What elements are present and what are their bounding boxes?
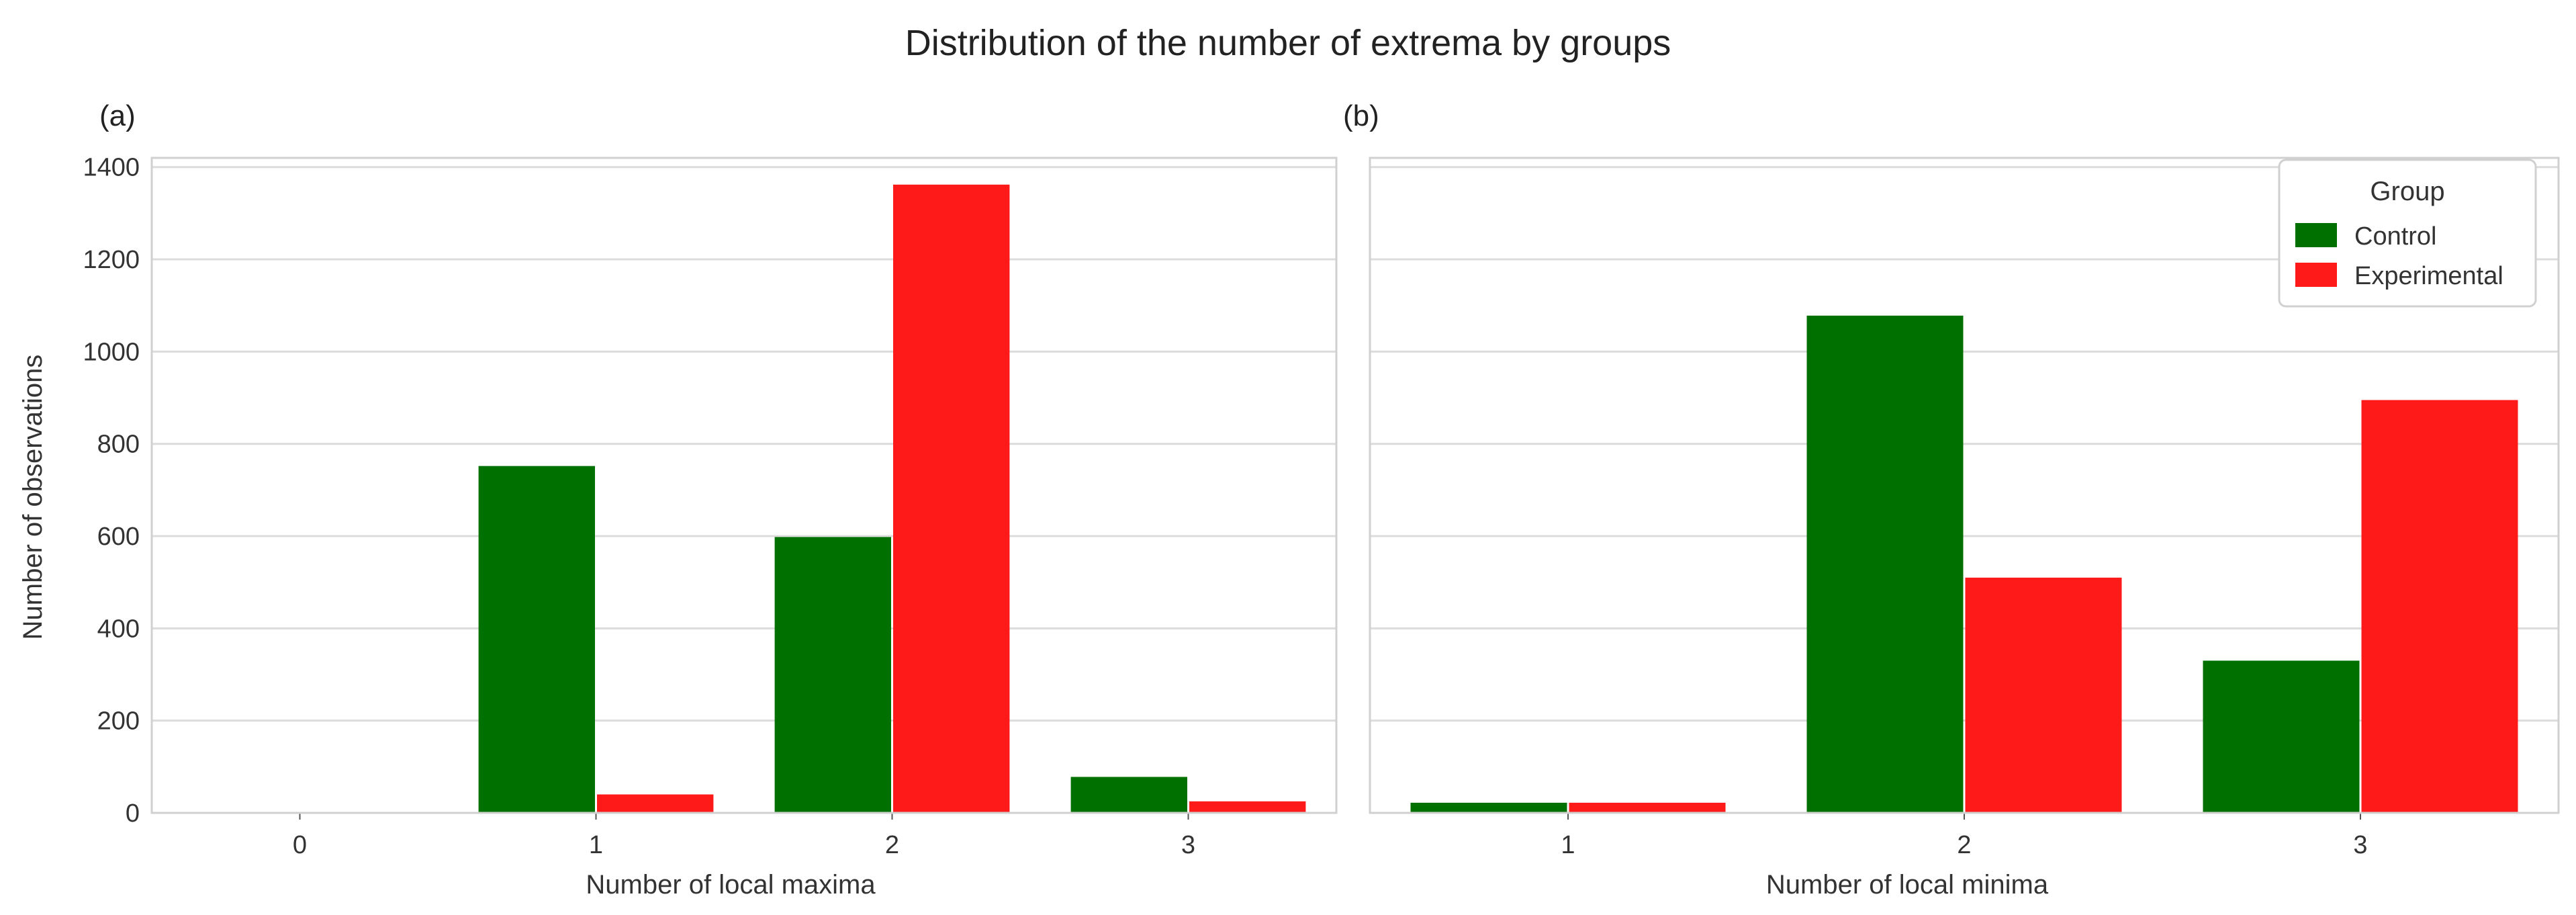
y-tick-label: 1200 <box>83 246 140 274</box>
legend-text-control: Control <box>2354 222 2437 251</box>
x-axis-label-a: Number of local maxima <box>586 870 876 900</box>
x-tick-label: 1 <box>589 831 603 859</box>
bar-experimental-2 <box>1965 577 2122 813</box>
bar-experimental-3 <box>1189 801 1306 813</box>
y-tick-label: 400 <box>97 615 140 643</box>
legend-swatch-experimental <box>2295 263 2337 287</box>
bar-experimental-1 <box>1569 802 1726 813</box>
panel-a-label: (a) <box>99 99 136 132</box>
legend-title: Group <box>2370 177 2444 206</box>
plot-area <box>152 158 1336 813</box>
bar-control-3 <box>1070 777 1187 813</box>
axes-frame <box>1369 157 2560 814</box>
y-tick-label: 200 <box>97 707 140 736</box>
y-tick-label: 600 <box>97 523 140 551</box>
y-tick-label: 800 <box>97 431 140 459</box>
y-tick-label: 1000 <box>83 338 140 366</box>
bar-control-2 <box>1806 315 1964 813</box>
x-tick-label: 2 <box>885 831 899 859</box>
y-tick-label: 1400 <box>83 154 140 182</box>
bar-experimental-2 <box>893 184 1010 813</box>
x-tick-label: 3 <box>2353 831 2367 859</box>
bar-control-1 <box>478 466 595 813</box>
bar-control-3 <box>2203 660 2360 813</box>
legend-frame <box>2278 159 2537 308</box>
x-tick-label: 2 <box>1957 831 1971 859</box>
bar-experimental-3 <box>2361 400 2518 813</box>
legend-text-experimental: Experimental <box>2354 262 2503 290</box>
x-tick-label: 1 <box>1561 831 1575 859</box>
x-tick-label: 3 <box>1181 831 1195 859</box>
y-axis-label: Number of observations <box>18 355 48 640</box>
y-tick-label: 0 <box>126 799 140 828</box>
bar-control-2 <box>774 537 891 813</box>
bar-control-1 <box>1410 802 1567 813</box>
axes-frame <box>150 157 1338 814</box>
legend: Group Control Experimental <box>2278 159 2537 308</box>
bar-experimental-1 <box>597 794 714 813</box>
x-axis-label-b: Number of local minima <box>1766 870 2049 900</box>
chart-title: Distribution of the number of extrema by… <box>905 23 1671 63</box>
x-tick-label: 0 <box>293 831 307 859</box>
legend-swatch-control <box>2295 223 2337 247</box>
panel-b-label: (b) <box>1343 99 1379 132</box>
panel-a: 0 200 400 600 800 1000 1200 1400 0 1 2 3 <box>83 154 1338 859</box>
